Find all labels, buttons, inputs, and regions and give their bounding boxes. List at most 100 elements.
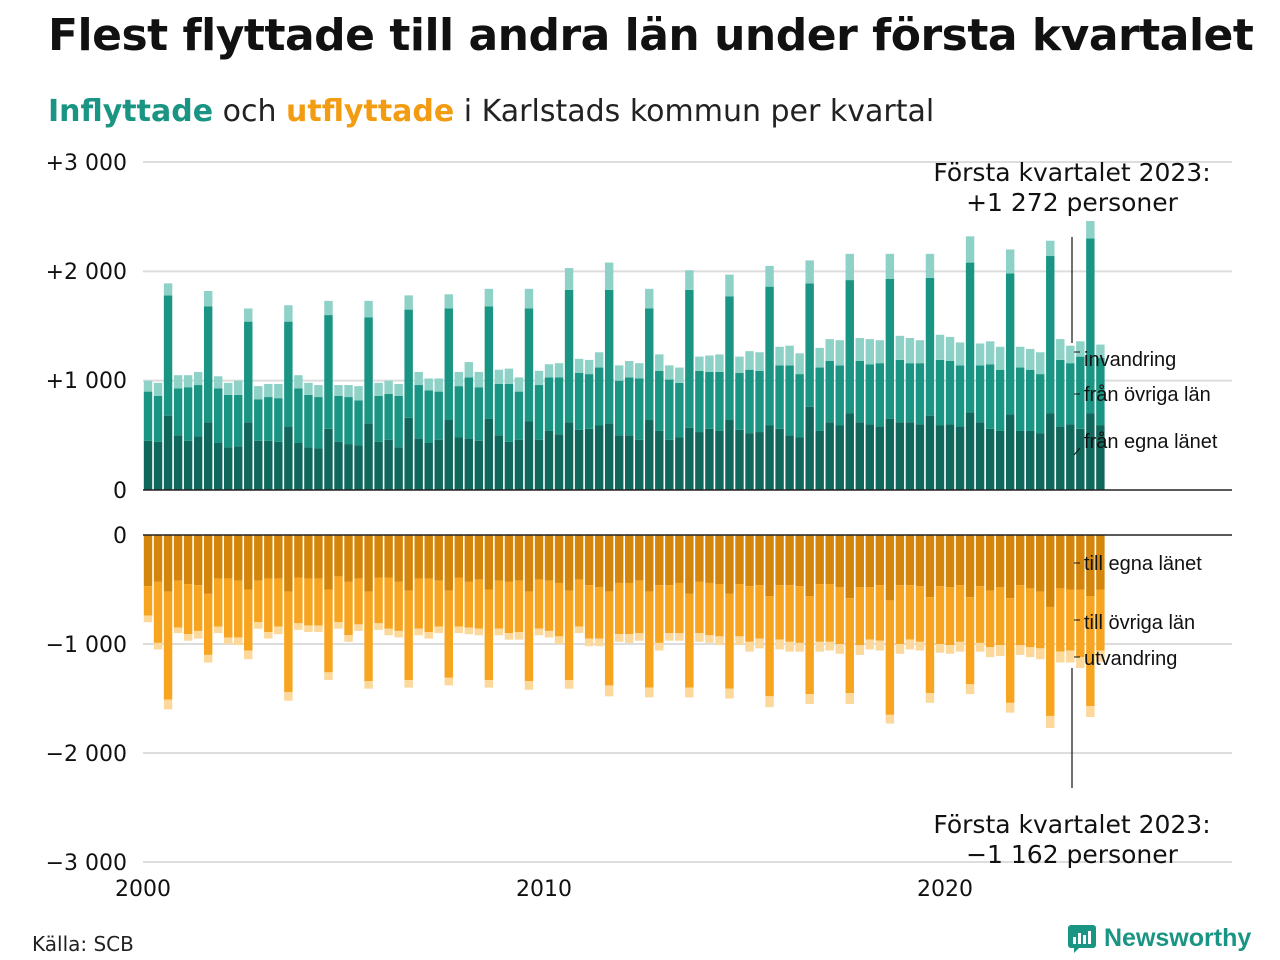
bar-in-other [755,370,764,433]
bar-out-other [354,578,363,625]
bar-out-own [334,535,343,577]
bar-out-own [765,535,774,597]
bar-in-own [875,426,885,490]
bar-out-own [985,535,995,591]
bar-out-own [143,535,153,587]
bar-out-own [514,535,524,581]
bar-in-immig [213,376,223,389]
bar-out-emig [354,624,363,631]
bar-out-own [805,535,814,597]
annotation-bottom-line2: −1 162 personer [966,840,1179,869]
bar-in-immig [354,386,363,401]
bar-out-own [534,535,544,580]
bar-in-other [254,399,263,441]
bar-out-other [655,585,664,643]
bar-in-immig [584,359,594,375]
bar-out-emig [274,626,283,635]
bar-in-other [925,277,935,416]
bar-in-immig [534,370,544,386]
bar-in-own [524,421,534,490]
bar-in-immig [524,288,534,309]
bar-out-emig [163,699,173,710]
bar-in-own [394,447,403,490]
bar-out-own [404,535,413,591]
bar-out-other [604,591,614,686]
bar-in-own [314,448,323,490]
bar-out-other [955,585,965,642]
bar-in-own [835,425,844,490]
bar-in-immig [705,355,714,372]
bar-out-emig [825,641,834,651]
bar-out-emig [655,642,664,651]
bar-in-other [404,309,413,418]
bar-in-own [765,425,774,490]
bar-out-emig [304,625,313,633]
bar-out-emig [1036,648,1045,660]
bar-out-emig [153,642,163,650]
bar-out-emig [534,628,544,636]
bar-out-own [1036,535,1045,592]
bar-out-other [715,584,724,637]
bar-in-own [594,425,604,490]
bar-out-other [775,585,784,640]
bar-in-immig [394,383,403,396]
bar-in-own [183,440,193,490]
bar-out-emig [685,687,694,698]
bar-in-other [865,364,875,425]
bar-out-other [213,578,223,627]
bar-in-own [965,412,975,490]
bar-in-immig [334,385,343,396]
bar-in-other [183,387,193,441]
bar-in-other [304,394,313,448]
bar-out-emig [975,642,985,652]
bar-in-immig [444,294,453,309]
bar-in-own [755,432,764,490]
bar-in-immig [434,378,443,392]
grid-lines [143,161,1232,863]
annotation-bottom-line1: Första kvartalet 2023: [933,810,1210,839]
bar-out-own [244,535,253,590]
bar-in-immig [324,300,333,316]
label-fran-egna-lanet: från egna länet [1084,431,1218,453]
bar-in-other [444,308,453,421]
bar-in-immig [775,346,784,366]
bar-in-own [384,439,393,490]
bar-out-other [745,586,754,642]
bar-in-immig [374,382,383,396]
bar-out-emig [484,679,494,688]
bar-in-own [715,430,724,490]
bar-in-immig [845,253,854,281]
bar-in-other [213,388,223,443]
bar-out-own [464,535,474,582]
bar-out-emig [735,636,744,646]
bar-out-own [1005,535,1015,599]
bar-out-other [424,578,433,633]
bar-out-emig [193,630,203,639]
bar-in-other [985,364,995,429]
bar-out-other [1056,588,1065,652]
bar-out-own [173,535,183,581]
bar-in-own [1046,413,1055,490]
label-invandring: invandring [1084,349,1176,371]
bar-in-other [655,370,664,431]
bar-out-emig [384,628,393,636]
bar-in-immig [484,288,494,307]
bar-out-other [765,596,774,697]
bar-in-own [745,433,754,490]
bar-out-emig [915,641,925,651]
bar-out-emig [1086,706,1095,718]
y-tick-in-0: 0 [113,479,127,504]
bar-in-own [1096,425,1105,490]
bar-out-own [895,535,905,586]
bar-in-immig [925,253,935,278]
bar-out-other [895,585,905,644]
bar-in-other [604,289,614,424]
bar-in-immig [965,236,975,263]
bar-in-own [324,428,333,490]
bar-out-other [244,589,253,651]
bar-out-own [1096,535,1105,590]
bar-out-other [153,581,163,643]
bar-in-other [645,308,654,421]
bar-out-emig [725,688,734,699]
